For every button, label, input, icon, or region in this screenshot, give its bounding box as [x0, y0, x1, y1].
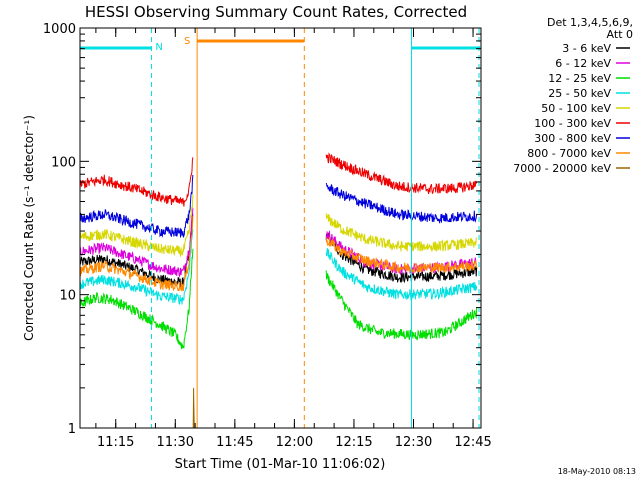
series-2 — [79, 208, 478, 278]
series-line-pre — [79, 229, 194, 305]
series-line-pre — [79, 208, 194, 278]
legend-label: 3 - 6 keV — [562, 42, 611, 55]
legend-label: 25 - 50 keV — [548, 87, 611, 100]
x-tick-label: 12:15 — [335, 435, 372, 450]
series-line-pre — [192, 387, 195, 429]
y-axis-label: Corrected Count Rate (s⁻¹ detector⁻¹) — [22, 115, 36, 341]
series-8 — [79, 216, 478, 292]
legend-label: 12 - 25 keV — [548, 72, 611, 85]
legend-label: 800 - 7000 keV — [527, 147, 611, 160]
series-line-post — [325, 248, 478, 301]
series-line-pre — [79, 248, 194, 350]
x-tick-label: 12:00 — [276, 435, 313, 450]
y-tick-label: 10 — [59, 289, 76, 304]
x-tick-label: 11:45 — [216, 435, 253, 450]
generation-timestamp: 18-May-2010 08:13 — [558, 467, 636, 476]
series-4 — [79, 229, 478, 305]
series-line-post — [325, 152, 478, 195]
x-tick-label: 12:45 — [454, 435, 491, 450]
x-axis-label: Start Time (01-Mar-10 11:06:02) — [175, 457, 386, 472]
axis-layer: 1 10 100 1000 11:15 11:30 11:45 12:00 12:15 12:30… — [43, 22, 492, 450]
legend-label: 7000 - 20000 keV — [513, 162, 611, 175]
series-line-post — [325, 270, 478, 341]
legend-header-line-1: Det 1,3,4,5,6,9, — [547, 16, 633, 29]
x-tick-label: 12:30 — [395, 435, 432, 450]
series-6 — [79, 152, 478, 207]
saa-flag-label: S — [184, 36, 190, 47]
legend-label: 6 - 12 keV — [555, 57, 611, 70]
night-flag-label: N — [155, 42, 162, 53]
data-layer — [79, 152, 478, 429]
series-line-post — [325, 237, 478, 274]
y-tick-label: 100 — [51, 155, 76, 170]
chart-title: HESSI Observing Summary Count Rates, Cor… — [85, 3, 467, 21]
plot-frame — [79, 27, 482, 429]
y-tick-label: 1 — [68, 422, 76, 437]
flag-layer: NS — [80, 28, 481, 428]
series-9 — [192, 387, 195, 429]
x-tick-label: 11:30 — [157, 435, 194, 450]
series-7 — [79, 174, 478, 238]
legend: Det 1,3,4,5,6,9, Att 0 3 - 6 keV 6 - 12 k… — [513, 16, 633, 175]
legend-label: 300 - 800 keV — [534, 132, 611, 145]
series-5 — [79, 194, 478, 257]
y-tick-label: 1000 — [43, 22, 76, 37]
series-line-post — [325, 230, 478, 276]
series-3 — [79, 248, 478, 350]
x-tick-label: 11:15 — [97, 435, 134, 450]
series-line-pre — [79, 174, 194, 238]
legend-label: 50 - 100 keV — [541, 102, 611, 115]
series-line-pre — [79, 157, 194, 207]
series-line-pre — [79, 214, 194, 288]
legend-label: 100 - 300 keV — [534, 117, 611, 130]
series-line-pre — [79, 194, 194, 257]
series-line-post — [325, 213, 478, 252]
series-line-post — [325, 182, 478, 224]
series-line-pre — [79, 216, 194, 292]
legend-header-line-2: Att 0 — [607, 28, 633, 41]
